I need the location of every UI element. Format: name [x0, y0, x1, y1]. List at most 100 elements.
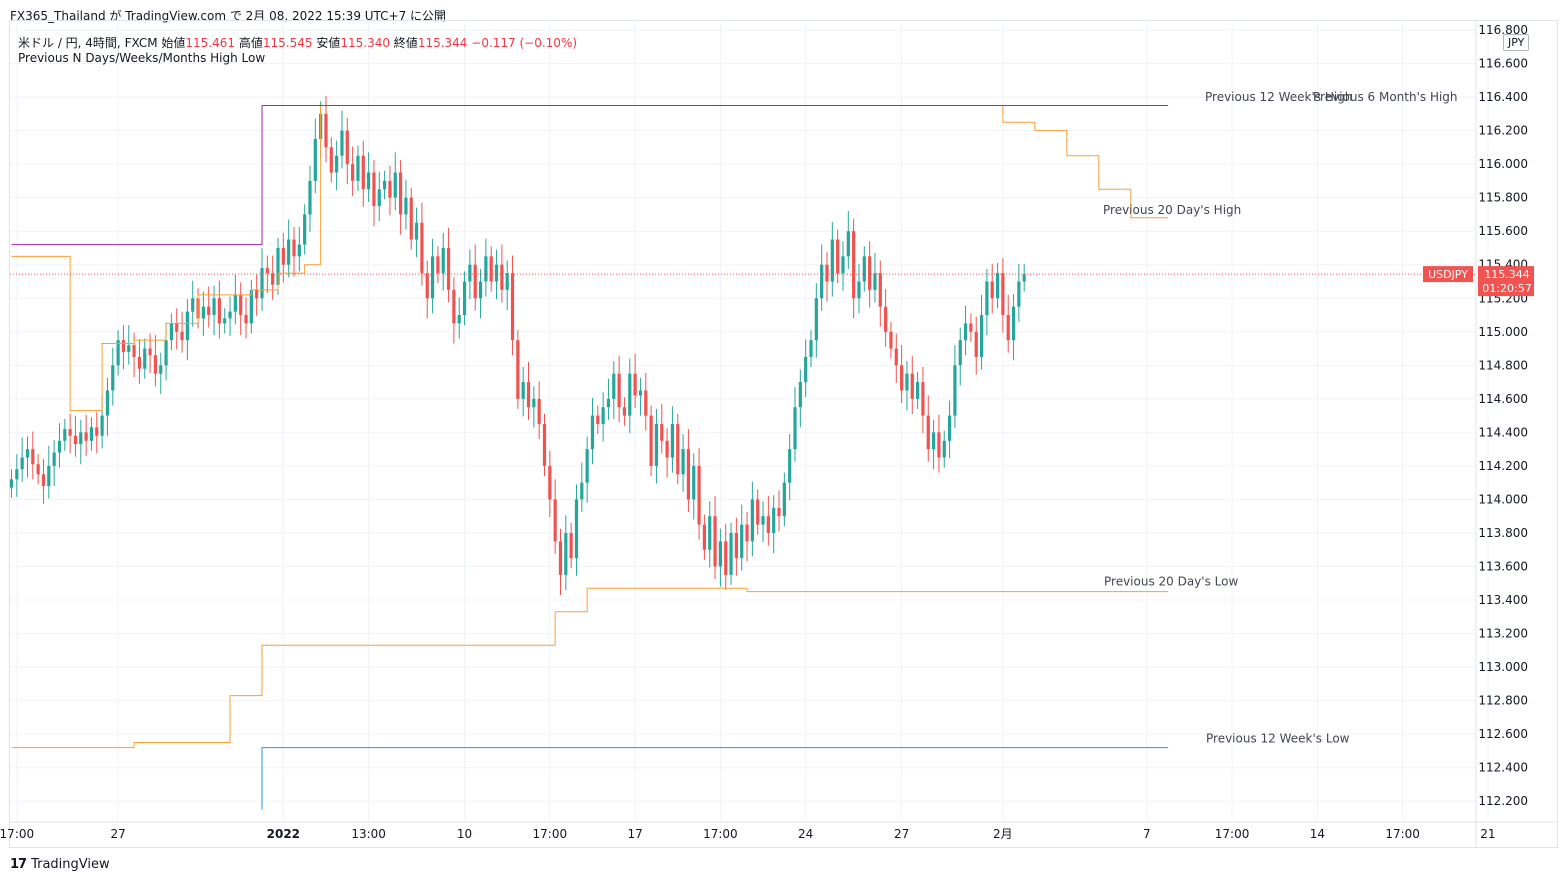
candle-body	[766, 516, 770, 533]
time-tick-label: 24	[798, 827, 813, 841]
change-value: −0.117 (−0.10%)	[471, 36, 578, 50]
candle-body	[191, 298, 195, 312]
candle-body	[804, 356, 808, 383]
candle-body	[340, 130, 344, 156]
candle-body	[223, 318, 227, 324]
candle-body	[132, 345, 136, 357]
indicator-name[interactable]: Previous N Days/Weeks/Months High Low	[18, 51, 266, 65]
candle-body	[974, 331, 978, 357]
candle-body	[297, 244, 301, 257]
candle-body	[985, 281, 989, 316]
time-tick-label: 17:00	[0, 827, 34, 841]
candle-body	[814, 298, 818, 341]
candle-body	[1022, 274, 1026, 282]
candle-body	[676, 424, 680, 475]
candle-body	[862, 256, 866, 282]
candle-body	[537, 398, 541, 424]
candle-body	[558, 541, 563, 575]
price-tick-label: 112.400	[1478, 761, 1528, 775]
candle-body	[740, 524, 744, 559]
symbol-info[interactable]: 米ドル / 円, 4時間, FXCM	[18, 36, 158, 50]
close-label: 終値	[393, 36, 418, 50]
candle-body	[606, 398, 611, 408]
candle-body	[921, 382, 925, 416]
candle-body	[41, 474, 46, 487]
candle-body	[963, 323, 968, 341]
candle-body	[750, 499, 754, 542]
series-label: Previous 12 Week's Low	[1206, 732, 1350, 746]
candle-body	[1001, 273, 1005, 316]
price-tick-label: 113.600	[1478, 560, 1528, 574]
candle-body	[452, 289, 456, 324]
candle-body	[388, 180, 392, 198]
candle-body	[356, 155, 360, 181]
time-tick-label: 27	[894, 827, 909, 841]
price-tick-label: 115.000	[1478, 325, 1528, 339]
last-price-tag	[1478, 266, 1534, 297]
candle-body	[569, 532, 573, 559]
chart-frame[interactable]	[9, 20, 1558, 848]
price-tick-label: 116.400	[1478, 90, 1528, 104]
candle-body	[979, 315, 984, 357]
candle-body	[345, 130, 349, 165]
candle-body	[271, 273, 275, 285]
candle-body	[889, 331, 893, 349]
brand-name: TradingView	[31, 857, 110, 872]
candle-body	[681, 449, 685, 475]
candle-body	[692, 465, 696, 500]
currency-badge[interactable]: JPY	[1503, 34, 1530, 51]
open-value: 115.461	[185, 36, 236, 50]
candle-body	[153, 355, 158, 374]
open-label: 始値	[161, 36, 186, 50]
candle-body	[292, 239, 296, 257]
candle-body	[734, 532, 738, 559]
candle-body	[244, 315, 248, 324]
candle-body	[910, 373, 914, 399]
price-tick-label: 113.800	[1478, 526, 1528, 540]
candle-body	[201, 306, 205, 319]
candle-body	[553, 499, 557, 542]
candle-body	[265, 268, 269, 274]
price-tick-label: 114.000	[1478, 492, 1528, 506]
candle-body	[105, 390, 110, 416]
candle-body	[25, 449, 30, 458]
candle-body	[420, 222, 424, 274]
candle-body	[255, 289, 259, 299]
candle-body	[249, 289, 253, 324]
candle-body	[873, 273, 877, 290]
candle-body	[143, 348, 147, 369]
candle-body	[510, 273, 515, 341]
candle-body	[329, 147, 333, 173]
tradingview-logo[interactable]: 𝟭𝟳 TradingView	[10, 857, 110, 872]
candle-body	[303, 214, 307, 245]
candle-body	[489, 256, 493, 282]
price-tick-label: 114.200	[1478, 459, 1528, 473]
time-tick-label: 17:00	[703, 827, 738, 841]
price-tick-label: 113.000	[1478, 660, 1528, 674]
candle-body	[820, 264, 824, 299]
candle-body	[825, 264, 829, 282]
candle-body	[313, 138, 317, 181]
candle-body	[276, 247, 280, 285]
candle-body	[404, 197, 408, 215]
candle-body	[500, 264, 504, 290]
candle-body	[590, 415, 595, 450]
candle-body	[137, 356, 142, 369]
price-tick-label: 112.200	[1478, 794, 1528, 808]
candle-body	[638, 390, 643, 396]
candle-body	[644, 390, 648, 416]
price-tick-label: 116.200	[1478, 124, 1528, 138]
candle-body	[542, 424, 547, 466]
candle-body	[745, 524, 749, 542]
candle-body	[697, 465, 701, 525]
prev-12-week-low-line	[261, 747, 1169, 810]
high-label: 高値	[238, 36, 263, 50]
time-tick-label: 27	[110, 827, 125, 841]
candle-body	[281, 247, 285, 265]
low-label: 安値	[316, 36, 341, 50]
series-label: Previous 12 Week's High	[1205, 90, 1352, 104]
candle-body	[324, 113, 328, 148]
candle-body	[617, 373, 621, 408]
candle-body	[15, 469, 19, 480]
